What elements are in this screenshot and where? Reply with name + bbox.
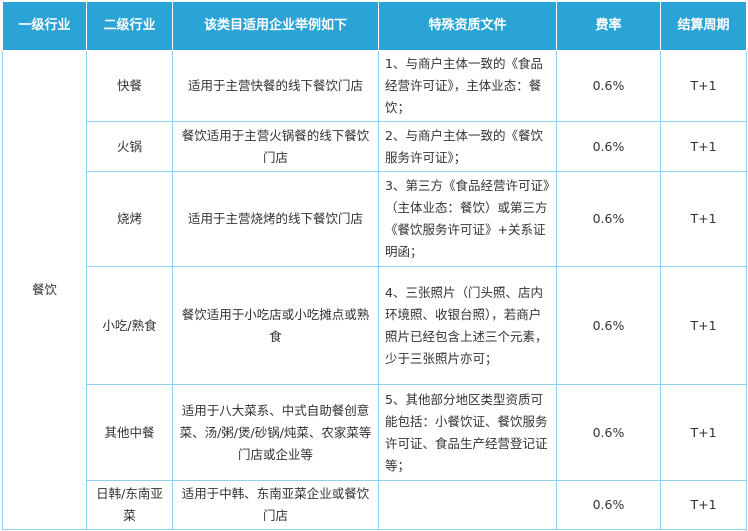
document-cell: 3、第三方《食品经营许可证》（主体业态：餐饮）或第三方《餐饮服务许可证》+关系证…	[378, 171, 557, 267]
document-cell: 2、与商户主体一致的《餐饮服务许可证》；	[378, 121, 557, 172]
settlement-cell: T+1	[660, 121, 747, 172]
document-cell	[378, 480, 557, 530]
example-cell: 适用于中韩、东南亚菜企业或餐饮门店	[172, 480, 379, 530]
table-row: 日韩/东南亚菜 适用于中韩、东南亚菜企业或餐饮门店 0.6% T+1	[3, 480, 747, 530]
table-row: 烧烤 适用于主营烧烤的线下餐饮门店 3、第三方《食品经营许可证》（主体业态：餐饮…	[3, 171, 747, 267]
category-cell: 小吃/熟食	[86, 266, 173, 385]
header-settlement-cycle: 结算周期	[660, 2, 747, 51]
header-level1-industry: 一级行业	[2, 2, 87, 51]
settlement-cell: T+1	[660, 480, 747, 530]
document-cell: 5、其他部分地区类型资质可能包括：小餐饮证、餐饮服务许可证、食品生产经营登记证等…	[378, 384, 557, 481]
category-cell: 日韩/东南亚菜	[86, 480, 173, 530]
rate-cell: 0.6%	[556, 50, 661, 122]
table-header-row: 一级行业 二级行业 该类目适用企业举例如下 特殊资质文件 费率 结算周期	[2, 2, 747, 51]
settlement-cell: T+1	[660, 384, 747, 481]
header-rate: 费率	[556, 2, 661, 51]
table-row: 其他中餐 适用于八大菜系、中式自助餐创意菜、汤/粥/煲/砂锅/炖菜、农家菜等门店…	[3, 384, 747, 481]
rate-cell: 0.6%	[556, 384, 661, 481]
settlement-cell: T+1	[660, 266, 747, 385]
document-cell: 1、与商户主体一致的《食品经营许可证》，主体业态：餐饮；	[378, 50, 557, 122]
settlement-cell: T+1	[660, 171, 747, 267]
rate-cell: 0.6%	[556, 480, 661, 530]
rate-cell: 0.6%	[556, 121, 661, 172]
header-level2-industry: 二级行业	[86, 2, 173, 51]
category-cell: 快餐	[86, 50, 173, 122]
rate-cell: 0.6%	[556, 171, 661, 267]
header-example-businesses: 该类目适用企业举例如下	[172, 2, 379, 51]
category-cell: 火锅	[86, 121, 173, 172]
settlement-cell: T+1	[660, 50, 747, 122]
example-cell: 餐饮适用于主营火锅餐的线下餐饮门店	[172, 121, 379, 172]
example-cell: 适用于八大菜系、中式自助餐创意菜、汤/粥/煲/砂锅/炖菜、农家菜等门店或企业等	[172, 384, 379, 481]
industry-cell: 餐饮	[2, 50, 87, 530]
rate-cell: 0.6%	[556, 266, 661, 385]
category-cell: 其他中餐	[86, 384, 173, 481]
table-row: 火锅 餐饮适用于主营火锅餐的线下餐饮门店 2、与商户主体一致的《餐饮服务许可证》…	[3, 121, 747, 172]
category-cell: 烧烤	[86, 171, 173, 267]
header-special-documents: 特殊资质文件	[378, 2, 557, 51]
example-cell: 餐饮适用于小吃店或小吃摊点或熟食	[172, 266, 379, 385]
example-cell: 适用于主营快餐的线下餐饮门店	[172, 50, 379, 122]
table-row: 餐饮 快餐 适用于主营快餐的线下餐饮门店 1、与商户主体一致的《食品经营许可证》…	[2, 50, 747, 530]
example-cell: 适用于主营烧烤的线下餐饮门店	[172, 171, 379, 267]
document-cell: 4、三张照片（门头照、店内环境照、收银台照），若商户照片已经包含上述三个元素，少…	[378, 266, 557, 385]
table-row: 小吃/熟食 餐饮适用于小吃店或小吃摊点或熟食 4、三张照片（门头照、店内环境照、…	[3, 266, 747, 385]
